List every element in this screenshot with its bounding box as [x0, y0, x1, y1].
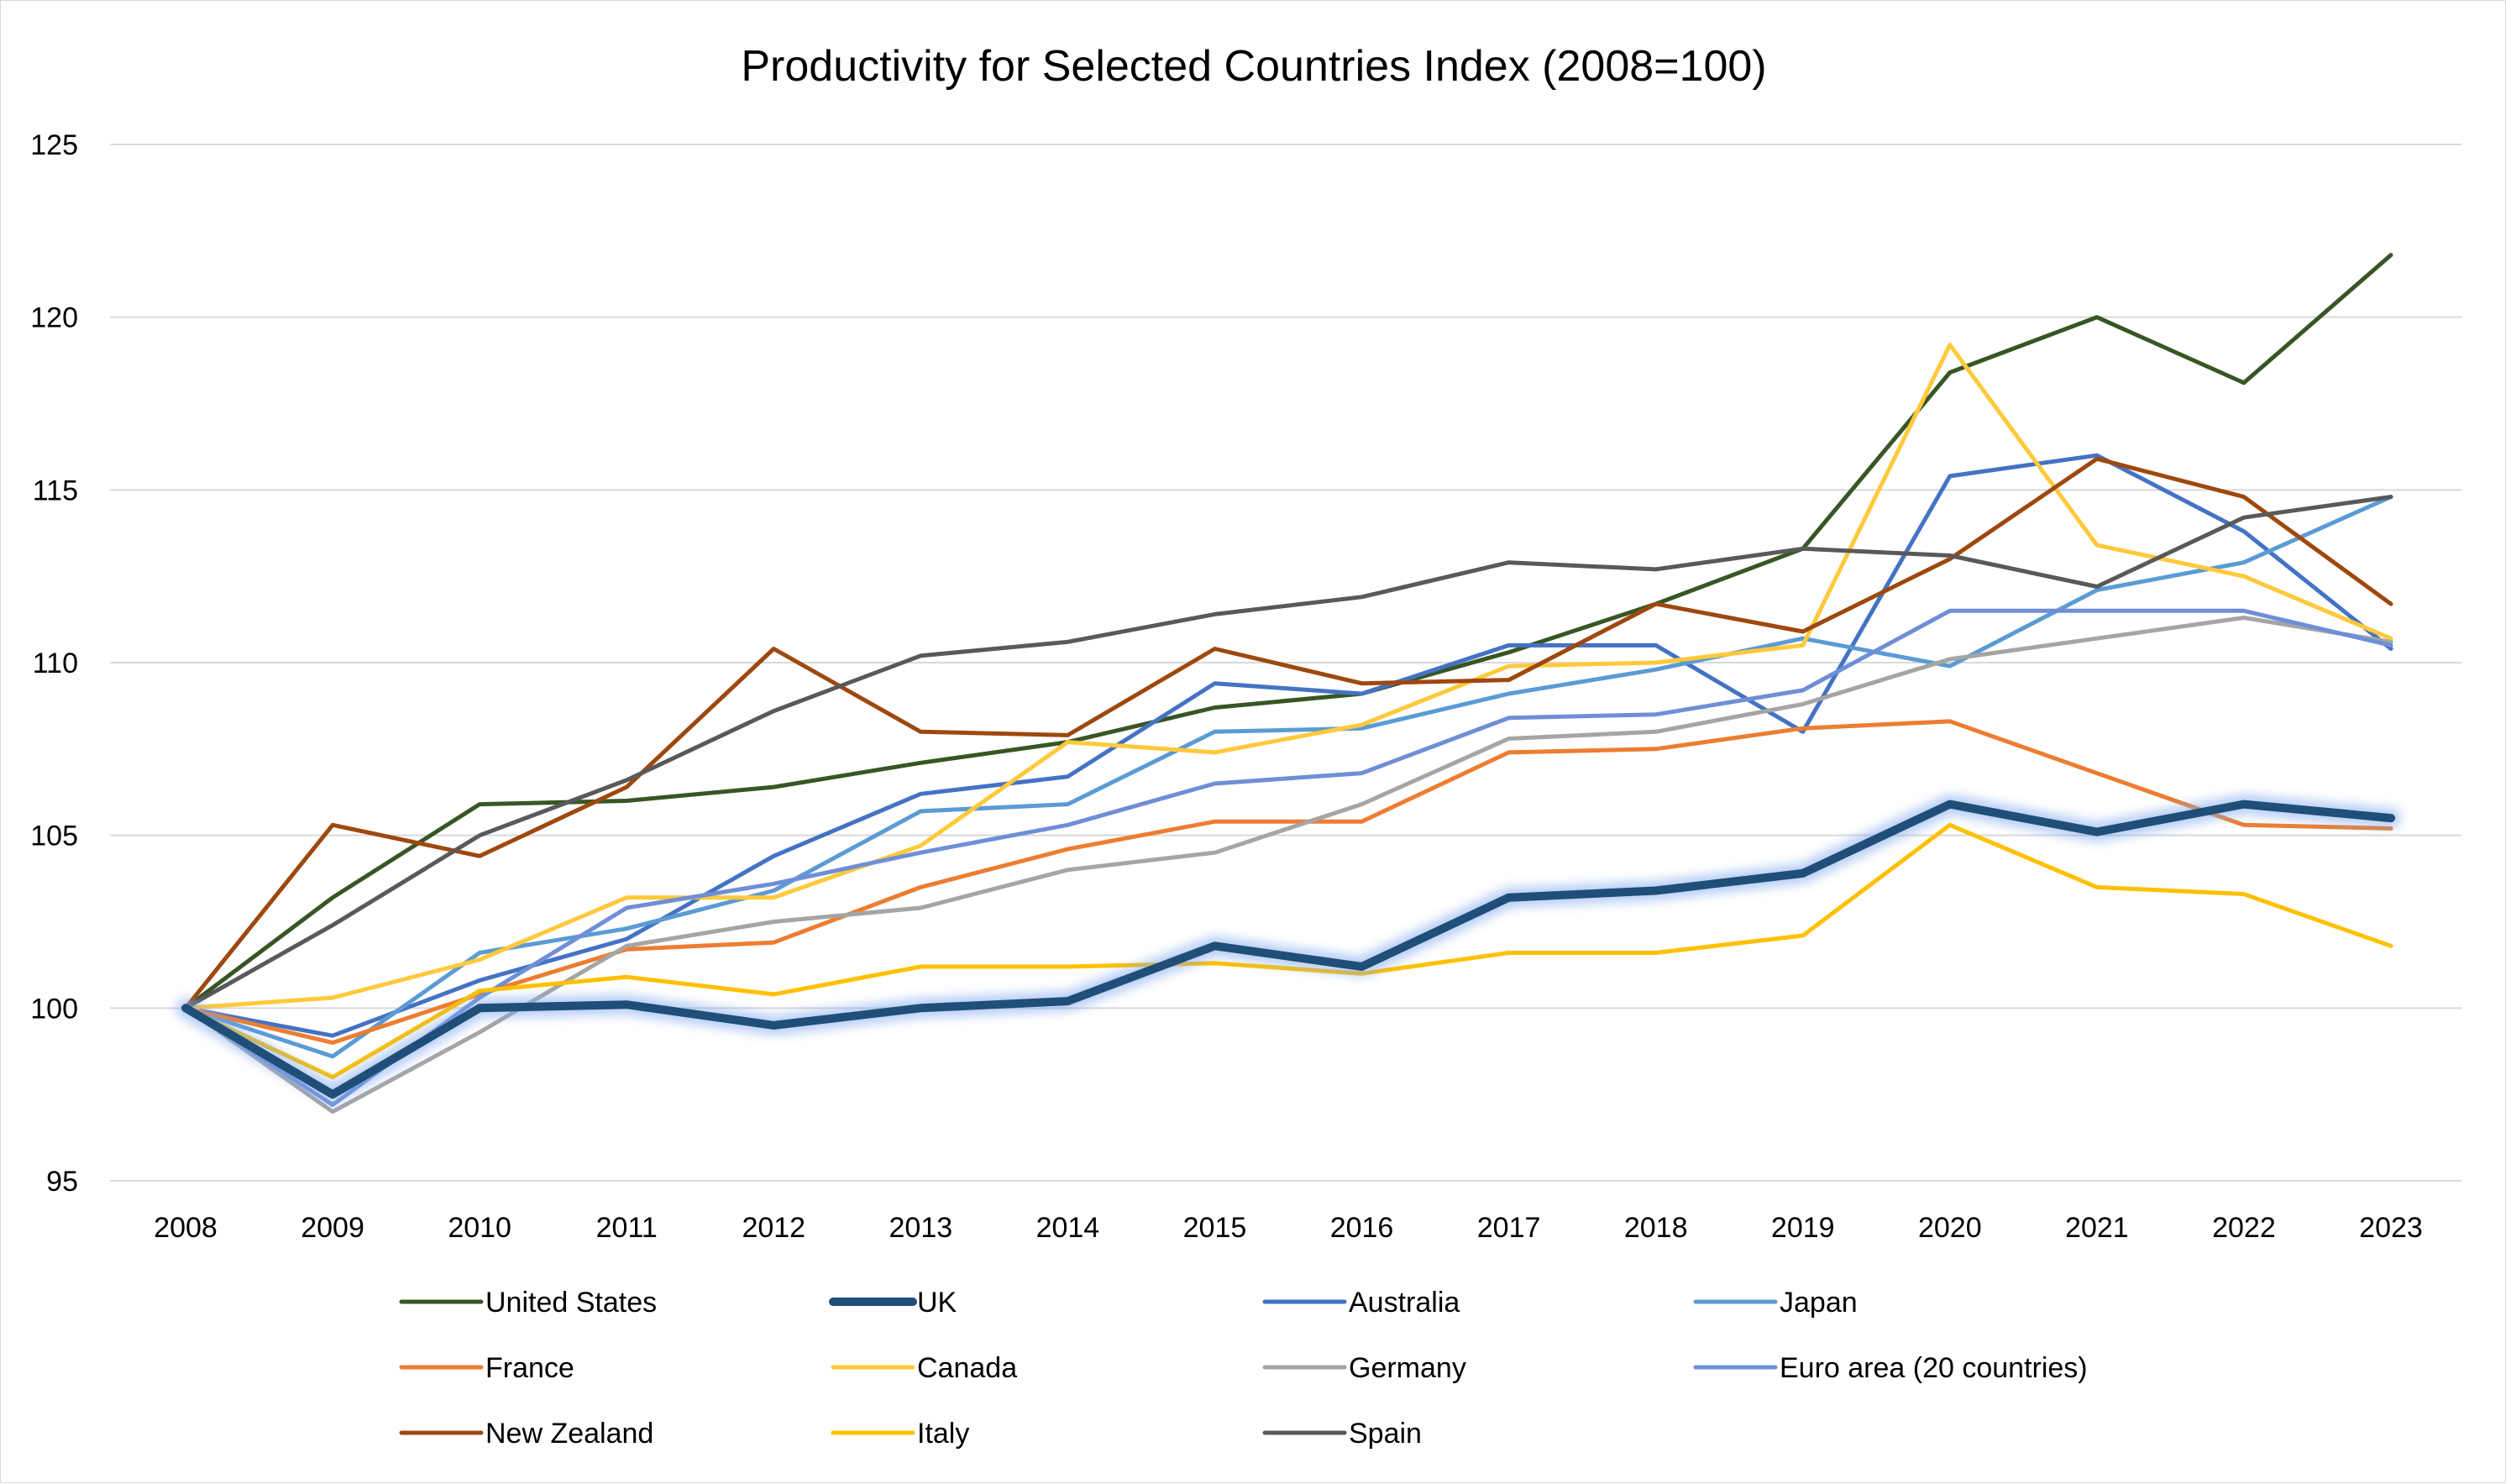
- legend-label: France: [485, 1352, 574, 1384]
- legend-item-canada[interactable]: Canada: [831, 1352, 1017, 1384]
- x-axis-ticks: 2008 2009 2010 2011 2012 2013 2014 2015 2016 2017…: [154, 1212, 2423, 1244]
- series-line-euro-area-20-countries: [183, 608, 2393, 1107]
- legend-label: United States: [485, 1287, 657, 1319]
- legend-label: Germany: [1349, 1352, 1466, 1384]
- legend-item-australia[interactable]: Australia: [1262, 1287, 1460, 1319]
- series-line-uk: [181, 800, 2395, 1099]
- series-lines: [176, 253, 2401, 1114]
- legend-item-spain[interactable]: Spain: [1262, 1418, 1422, 1450]
- x-tick-label: 2010: [448, 1212, 511, 1244]
- legend-item-italy[interactable]: Italy: [831, 1418, 969, 1450]
- legend-item-euro-area-20-countries[interactable]: Euro area (20 countries): [1693, 1352, 2088, 1384]
- legend-item-germany[interactable]: Germany: [1262, 1352, 1466, 1384]
- x-tick-label: 2020: [1918, 1212, 1982, 1244]
- series-line-germany: [183, 616, 2393, 1114]
- series-line-italy: [183, 822, 2393, 1080]
- x-tick-label: 2014: [1036, 1212, 1100, 1244]
- x-tick-label: 2016: [1330, 1212, 1394, 1244]
- x-tick-label: 2017: [1477, 1212, 1541, 1244]
- series-line-canada: [183, 343, 2393, 1010]
- x-tick-label: 2023: [2359, 1212, 2423, 1244]
- legend-item-france[interactable]: France: [399, 1352, 574, 1384]
- x-tick-label: 2008: [154, 1212, 218, 1244]
- series-line-new-zealand: [183, 456, 2393, 1010]
- legend: United States UK Australia Japan France Canad…: [399, 1287, 2088, 1450]
- x-tick-label: 2019: [1771, 1212, 1835, 1244]
- x-tick-label: 2009: [301, 1212, 364, 1244]
- series-line-spain: [183, 495, 2393, 1010]
- legend-label: Japan: [1780, 1287, 1858, 1319]
- legend-item-united-states[interactable]: United States: [399, 1287, 657, 1319]
- legend-label: Australia: [1349, 1287, 1460, 1319]
- y-tick-label: 100: [30, 993, 78, 1025]
- legend-label: Canada: [917, 1352, 1017, 1384]
- x-tick-label: 2013: [889, 1212, 953, 1244]
- y-tick-label: 115: [33, 475, 78, 506]
- legend-item-new-zealand[interactable]: New Zealand: [399, 1418, 653, 1450]
- x-tick-label: 2011: [596, 1212, 658, 1244]
- x-tick-label: 2021: [2065, 1212, 2129, 1244]
- y-tick-label: 95: [46, 1166, 78, 1198]
- y-tick-label: 105: [30, 821, 78, 852]
- x-tick-label: 2015: [1183, 1212, 1247, 1244]
- legend-label: New Zealand: [485, 1418, 653, 1450]
- y-tick-label: 110: [33, 648, 78, 679]
- x-tick-label: 2022: [2212, 1212, 2276, 1244]
- legend-label: Spain: [1349, 1418, 1422, 1450]
- series-line-australia: [183, 453, 2393, 1038]
- chart-title: Productivity for Selected Countries Inde…: [741, 42, 1766, 91]
- x-tick-label: 2012: [742, 1212, 805, 1244]
- legend-item-japan[interactable]: Japan: [1693, 1287, 1858, 1319]
- y-axis-ticks: 95 100 105 110 115 120 125: [30, 129, 78, 1198]
- y-tick-label: 120: [30, 302, 78, 334]
- series-glow-uk: [176, 794, 2401, 1105]
- x-tick-label: 2018: [1624, 1212, 1688, 1244]
- legend-label: Euro area (20 countries): [1780, 1352, 2088, 1384]
- series-line-united-states: [183, 253, 2393, 1010]
- series-line-france: [183, 719, 2393, 1045]
- legend-item-uk[interactable]: UK: [829, 1287, 957, 1319]
- series-line-japan: [183, 495, 2393, 1059]
- legend-label: Italy: [917, 1418, 969, 1450]
- y-tick-label: 125: [30, 129, 78, 161]
- legend-label: UK: [917, 1287, 957, 1319]
